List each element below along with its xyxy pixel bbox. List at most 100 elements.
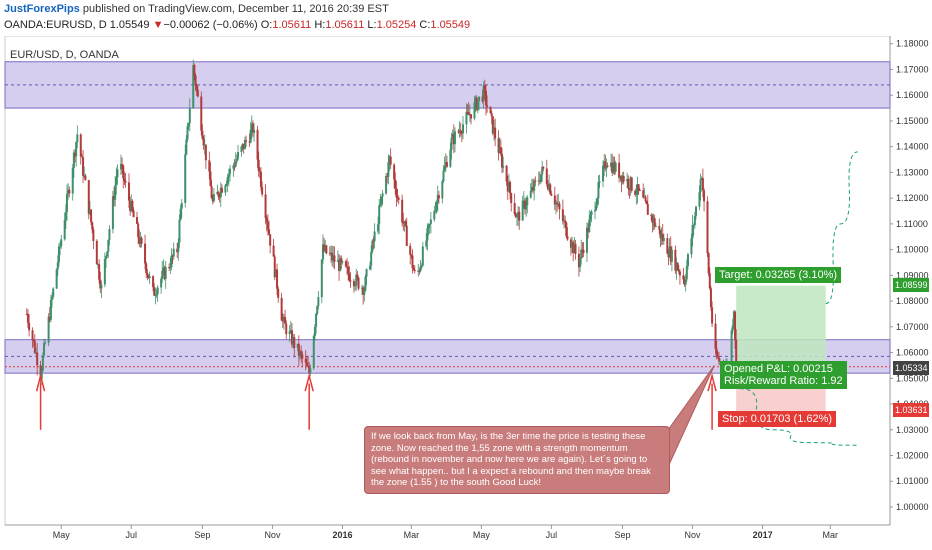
candle-body bbox=[88, 209, 91, 214]
candle-body bbox=[565, 222, 568, 237]
price-change: −0.00062 (−0.06%) bbox=[163, 19, 258, 31]
candle-body bbox=[200, 96, 203, 131]
candle-body bbox=[388, 156, 391, 163]
candle-body bbox=[193, 65, 196, 76]
candle-body bbox=[347, 266, 350, 274]
candle-body bbox=[693, 215, 696, 225]
candle-body bbox=[201, 130, 204, 139]
candle-body bbox=[240, 146, 243, 153]
candle-body bbox=[533, 180, 536, 191]
candle-body bbox=[449, 149, 452, 167]
symbol-ohlc-bar: OANDA:EURUSD, D 1.05549 ▼−0.00062 (−0.06… bbox=[4, 19, 470, 31]
candle-body bbox=[379, 203, 382, 206]
candle-body bbox=[692, 224, 695, 226]
author-name[interactable]: JustForexPips bbox=[4, 3, 80, 15]
candle-body bbox=[242, 143, 245, 150]
candle-body bbox=[483, 85, 486, 91]
candle-body bbox=[450, 137, 453, 150]
candle-body bbox=[136, 217, 139, 224]
red-arrow-head bbox=[304, 372, 314, 392]
candle-body bbox=[171, 255, 174, 257]
candle-body bbox=[397, 197, 400, 200]
target-label[interactable]: Target: 0.03265 (3.10%) bbox=[715, 267, 842, 283]
candle-body bbox=[60, 239, 63, 247]
candle-body bbox=[232, 165, 235, 169]
candle-body bbox=[162, 267, 165, 271]
candle-body bbox=[645, 200, 648, 204]
candle-body bbox=[557, 203, 560, 205]
candle-body bbox=[428, 224, 431, 226]
candle-body bbox=[457, 131, 460, 133]
candle-body bbox=[731, 325, 734, 331]
x-tick-label: Mar bbox=[823, 530, 839, 540]
candle-body bbox=[670, 249, 673, 262]
candle-body bbox=[251, 123, 254, 133]
candle-body bbox=[248, 141, 251, 143]
close-value: 1.05549 bbox=[430, 19, 471, 31]
candle-body bbox=[569, 239, 572, 248]
candle-body bbox=[660, 233, 663, 239]
candle-body bbox=[74, 152, 77, 157]
candle-body bbox=[257, 159, 260, 171]
candle-body bbox=[597, 182, 600, 199]
candle-body bbox=[113, 196, 116, 200]
candle-body bbox=[107, 239, 110, 252]
candle-body bbox=[716, 356, 719, 358]
candle-body bbox=[87, 180, 90, 214]
candle-body bbox=[606, 165, 609, 167]
candle-body bbox=[273, 256, 276, 278]
stop-label[interactable]: Stop: 0.01703 (1.62%) bbox=[718, 411, 837, 427]
candle-body bbox=[280, 297, 283, 321]
candle-body bbox=[313, 326, 316, 336]
candle-body bbox=[114, 185, 117, 200]
candle-body bbox=[413, 270, 416, 272]
candle-body bbox=[43, 343, 46, 356]
candle-body bbox=[227, 174, 230, 177]
candle-body bbox=[638, 189, 641, 191]
candle-body bbox=[481, 96, 484, 102]
candle-body bbox=[588, 219, 591, 233]
annotation-callout[interactable]: If we look back from May, is the 3er tim… bbox=[364, 426, 670, 494]
candle-body bbox=[362, 287, 365, 295]
x-tick-label: May bbox=[473, 530, 491, 540]
candle-body bbox=[589, 214, 592, 220]
candle-body bbox=[354, 285, 357, 287]
candle-body bbox=[590, 211, 593, 215]
candle-body bbox=[202, 138, 205, 146]
candle-body bbox=[732, 311, 735, 326]
high-label: H: bbox=[314, 19, 326, 31]
candle-body bbox=[188, 108, 191, 124]
candle-body bbox=[642, 190, 645, 198]
candle-body bbox=[540, 174, 543, 182]
candle-body bbox=[36, 352, 39, 366]
target-zone-box bbox=[736, 285, 826, 370]
candle-body bbox=[80, 156, 83, 158]
candle-body bbox=[338, 260, 341, 271]
candle-body bbox=[419, 266, 422, 272]
candle-body bbox=[620, 175, 623, 183]
candle-body bbox=[33, 341, 36, 353]
candle-body bbox=[277, 288, 280, 298]
candle-body bbox=[99, 279, 102, 289]
candle-body bbox=[637, 184, 640, 190]
candle-body bbox=[360, 287, 363, 289]
candle-body bbox=[666, 238, 669, 254]
candle-body bbox=[460, 133, 463, 135]
candle-body bbox=[626, 178, 629, 182]
candle-body bbox=[619, 175, 622, 179]
opened-pl-label[interactable]: Opened P&L: 0.00215 Risk/Reward Ratio: 1… bbox=[720, 361, 847, 389]
candle-body bbox=[346, 266, 349, 268]
candle-body bbox=[178, 219, 181, 243]
candle-body bbox=[192, 65, 195, 109]
candle-body bbox=[683, 279, 686, 285]
y-tick-label: 1.18000 bbox=[896, 39, 929, 49]
candle-body bbox=[25, 313, 28, 315]
candle-body bbox=[682, 275, 685, 280]
candle-body bbox=[52, 288, 55, 297]
candle-body bbox=[636, 184, 639, 195]
candle-body bbox=[700, 177, 703, 180]
candle-body bbox=[300, 351, 303, 355]
candle-body bbox=[523, 200, 526, 210]
candle-body bbox=[148, 276, 151, 279]
candle-body bbox=[461, 124, 464, 134]
